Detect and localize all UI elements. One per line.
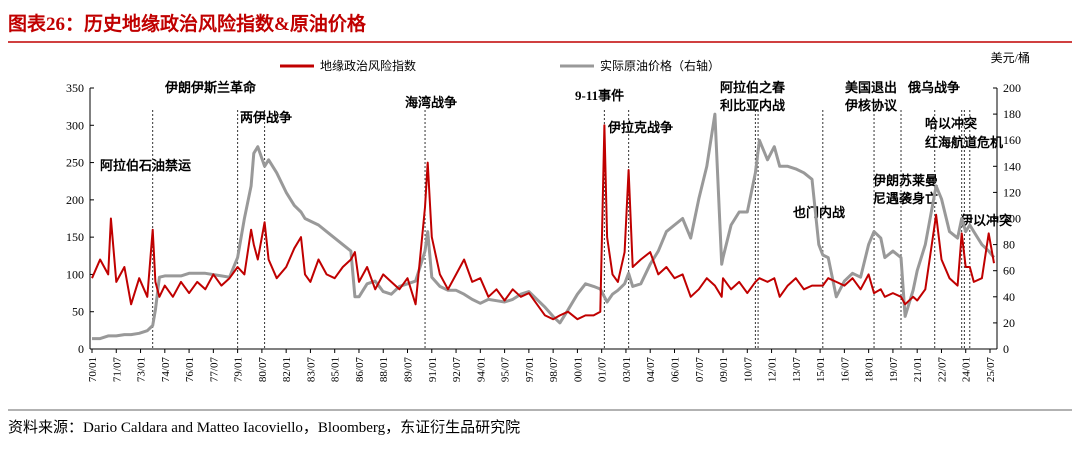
x-tick-label: 06/01 [669,357,681,382]
event-label: 伊朗苏莱曼 [872,173,938,188]
y-tick-label: 300 [66,118,84,132]
x-tick-label: 25/07 [985,357,997,383]
x-tick-label: 24/01 [961,357,973,382]
event-label: 利比亚内战 [720,98,785,113]
y2-tick-label: 160 [1003,133,1021,147]
x-tick-label: 19/07 [888,357,900,383]
y-tick-label: 200 [66,193,84,207]
x-tick-label: 79/01 [233,357,245,382]
y2-tick-label: 180 [1003,107,1021,121]
y-tick-label: 350 [66,81,84,95]
event-label: 也门内战 [793,205,845,220]
y2-tick-label: 40 [1003,290,1015,304]
x-tick-label: 86/07 [354,357,366,383]
x-tick-label: 98/07 [548,357,560,383]
legend-label: 地缘政治风险指数 [320,58,416,73]
y-tick-label: 100 [66,267,84,281]
series-line [92,112,996,341]
x-tick-label: 85/01 [330,357,342,382]
y-tick-label: 250 [66,156,84,170]
x-tick-label: 10/07 [742,357,754,383]
x-tick-label: 07/07 [694,357,706,383]
series-line [91,124,995,321]
x-tick-label: 71/07 [111,357,123,383]
event-label: 阿拉伯石油禁运 [100,158,191,173]
event-label: 红海航道危机 [925,135,1003,150]
y2-tick-label: 120 [1003,185,1021,199]
event-label: 两伊战争 [240,110,292,125]
x-tick-label: 73/01 [136,357,148,382]
y2-tick-label: 60 [1003,264,1015,278]
x-tick-label: 88/01 [378,357,390,382]
x-tick-label: 70/01 [87,357,99,382]
y2-tick-label: 140 [1003,159,1021,173]
x-tick-label: 82/01 [281,357,293,382]
x-tick-label: 95/07 [500,357,512,383]
x-tick-label: 83/07 [305,357,317,383]
x-tick-label: 22/07 [936,357,948,383]
event-label: 伊核协议 [844,98,898,113]
source: 资料来源：Dario Caldara and Matteo Iacoviello… [8,418,520,436]
y2-tick-label: 0 [1003,342,1009,356]
x-tick-label: 18/01 [864,357,876,382]
event-label: 美国退出 [845,80,897,95]
x-tick-label: 80/07 [257,357,269,383]
y2-label: 美元/桶 [991,50,1030,65]
x-tick-label: 91/01 [427,357,439,382]
event-label: 尼遇袭身亡 [873,191,938,206]
legend-label: 实际原油价格（右轴） [600,58,720,73]
x-tick-label: 04/07 [645,357,657,383]
event-label: 9-11事件 [575,88,624,103]
chart-title: 图表26：历史地缘政治风险指数&原油价格 [8,12,367,35]
x-tick-label: 03/01 [621,357,633,382]
x-tick-label: 12/01 [767,357,779,382]
x-tick-label: 00/01 [572,357,584,382]
event-label: 俄乌战争 [907,80,960,95]
x-tick-label: 89/07 [403,357,415,383]
y-tick-label: 0 [78,342,84,356]
x-tick-label: 92/07 [451,357,463,383]
event-label: 哈以冲突 [925,116,977,131]
event-label: 伊朗伊斯兰革命 [164,80,257,95]
x-tick-label: 16/07 [839,357,851,383]
x-tick-label: 97/01 [524,357,536,382]
x-tick-label: 21/01 [912,357,924,382]
x-tick-label: 15/01 [815,357,827,382]
event-label: 伊拉克战争 [607,120,673,135]
y-tick-label: 50 [72,305,84,319]
y2-tick-label: 100 [1003,212,1021,226]
y-tick-label: 150 [66,230,84,244]
x-tick-label: 74/07 [160,357,172,383]
x-tick-label: 01/07 [597,357,609,383]
event-label: 海湾战争 [405,95,457,110]
x-tick-label: 09/01 [718,357,730,382]
y2-tick-label: 20 [1003,316,1015,330]
x-tick-label: 94/01 [475,357,487,382]
event-label: 伊以冲突 [959,213,1012,228]
event-label: 阿拉伯之春 [720,80,786,95]
y2-tick-label: 80 [1003,238,1015,252]
x-tick-label: 77/07 [208,357,220,383]
x-tick-label: 76/01 [184,357,196,382]
y2-tick-label: 200 [1003,81,1021,95]
x-tick-label: 13/07 [791,357,803,383]
